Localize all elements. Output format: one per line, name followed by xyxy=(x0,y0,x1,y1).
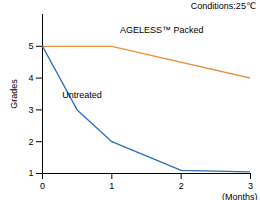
svg-text:3: 3 xyxy=(28,105,33,115)
svg-text:0: 0 xyxy=(40,181,45,191)
svg-text:(Months): (Months) xyxy=(222,192,258,200)
svg-text:1: 1 xyxy=(28,168,33,178)
svg-text:5: 5 xyxy=(28,41,33,51)
svg-text:Untreated: Untreated xyxy=(62,90,102,100)
svg-text:4: 4 xyxy=(28,73,33,83)
svg-text:Grades: Grades xyxy=(9,79,19,109)
svg-text:2: 2 xyxy=(179,181,184,191)
svg-text:3: 3 xyxy=(248,181,253,191)
html-text:Conditions:25℃: Conditions:25℃ xyxy=(190,1,256,11)
svg-text:2: 2 xyxy=(28,137,33,147)
svg-text:1: 1 xyxy=(109,181,114,191)
svg-text:AGELESS™ Packed: AGELESS™ Packed xyxy=(120,25,204,35)
